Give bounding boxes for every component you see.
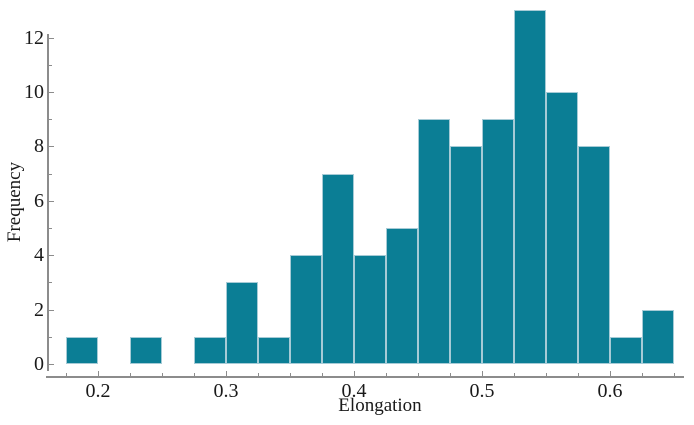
histogram-bar [194,336,226,364]
x-minor-tick [130,372,131,376]
y-tick-label: 4 [34,244,44,267]
x-minor-tick [674,372,675,376]
histogram-bar [514,10,546,364]
x-tick-label: 0.6 [597,380,623,402]
y-major-tick [48,255,54,257]
x-minor-tick [418,372,419,376]
histogram-bar [642,309,674,364]
histogram-bar [354,255,386,364]
x-tick-label: 0.4 [341,380,367,402]
y-major-tick [48,37,54,39]
x-major-tick [226,370,227,376]
y-tick-label: 2 [34,298,44,321]
x-minor-tick [66,372,67,376]
y-major-tick [48,200,54,202]
y-minor-tick [48,282,52,284]
y-tick-label: 10 [24,81,44,103]
x-minor-tick [642,372,643,376]
x-minor-tick [450,372,451,376]
x-axis-title: Elongation [338,395,422,416]
y-tick-label: 12 [24,26,44,49]
x-axis-line [46,376,684,378]
histogram-bar [290,255,322,364]
histogram-bar [66,336,98,364]
y-minor-tick [48,64,52,66]
y-minor-tick [48,173,52,175]
x-minor-tick [194,372,195,376]
histogram-bar [610,336,642,364]
x-minor-tick [162,372,163,376]
histogram-bar [418,119,450,364]
x-tick-label: 0.3 [213,380,239,402]
x-major-tick [482,370,483,376]
y-major-tick [48,92,54,93]
y-major-tick [48,364,54,365]
x-minor-tick [386,372,387,376]
y-major-tick [48,309,54,311]
x-tick-label: 0.2 [85,380,111,402]
x-tick-label: 0.5 [469,380,495,402]
histogram-bar [450,146,482,364]
x-major-tick [610,370,611,376]
y-major-tick [48,146,54,148]
y-tick-label: 8 [34,135,44,158]
histogram-bar [130,336,162,364]
x-minor-tick [514,372,515,376]
y-minor-tick [48,119,52,121]
y-axis-line [47,33,49,371]
x-major-tick [98,370,99,376]
x-major-tick [354,370,355,376]
x-minor-tick [578,372,579,376]
histogram-bar [258,336,290,364]
histogram-bar [386,228,418,364]
histogram-bar [322,173,354,364]
y-tick-label: 6 [34,189,44,212]
y-minor-tick [48,228,52,229]
y-minor-tick [48,336,52,338]
x-minor-tick [322,372,323,376]
x-minor-tick [546,372,547,376]
histogram-bar [482,119,514,364]
y-tick-label: 0 [34,353,44,375]
x-minor-tick [258,372,259,376]
histogram-bar [226,282,258,364]
histogram-bar [578,146,610,364]
x-minor-tick [290,372,291,376]
histogram-bar [546,92,578,364]
